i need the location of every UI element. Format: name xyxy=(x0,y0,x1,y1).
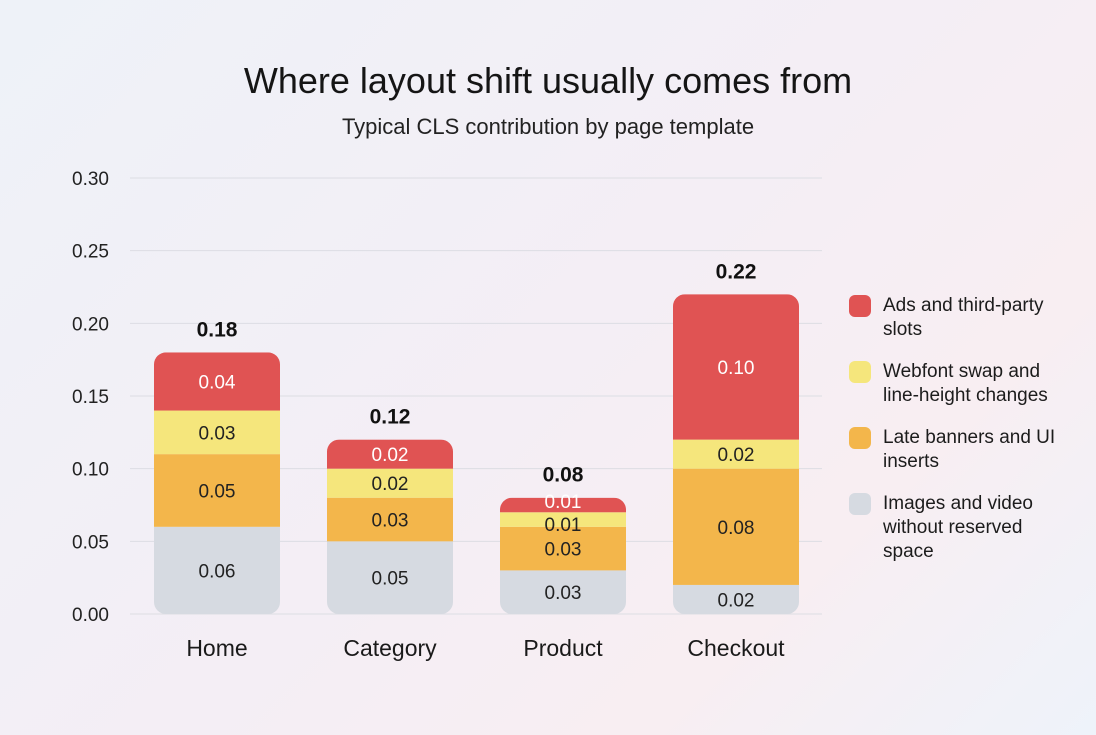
x-category-label: Product xyxy=(523,635,603,661)
segment-value-label: 0.02 xyxy=(372,445,409,466)
bar-category xyxy=(327,439,453,614)
bar-segment xyxy=(154,454,280,527)
bar-total-label: 0.22 xyxy=(716,260,757,283)
legend-label: Late banners and UI inserts xyxy=(883,427,1056,472)
bar-total-label: 0.18 xyxy=(197,318,238,341)
y-tick-label: 0.25 xyxy=(72,242,109,263)
legend-item: Late banners and UI inserts xyxy=(849,426,1079,474)
bar-product xyxy=(500,497,626,614)
legend-item: Ads and third-party slots xyxy=(849,294,1079,342)
y-tick-label: 0.00 xyxy=(72,605,109,626)
segment-value-label: 0.10 xyxy=(718,358,755,379)
bar-segment xyxy=(327,439,453,469)
bar-segment xyxy=(500,570,626,614)
legend-swatch xyxy=(849,427,871,449)
segment-value-label: 0.03 xyxy=(199,423,236,444)
legend: Ads and third-party slots Webfont swap an… xyxy=(849,294,1079,582)
bar-segment xyxy=(327,541,453,614)
segment-value-label: 0.04 xyxy=(199,372,236,393)
bar-segment xyxy=(673,294,799,440)
segment-value-label: 0.02 xyxy=(718,445,755,466)
y-tick-label: 0.10 xyxy=(72,460,109,481)
y-tick-label: 0.05 xyxy=(72,532,109,553)
bar-segment xyxy=(500,526,626,571)
segment-value-label: 0.01 xyxy=(545,515,582,536)
segment-value-label: 0.01 xyxy=(545,492,582,513)
chart-title: Where layout shift usually comes from xyxy=(243,60,853,101)
legend-item: Images and video without reserved space xyxy=(849,492,1079,564)
bar-segment xyxy=(154,352,280,411)
bar-home xyxy=(154,352,280,614)
bar-total-label: 0.12 xyxy=(370,406,411,429)
y-tick-label: 0.20 xyxy=(72,314,109,335)
x-category-label: Checkout xyxy=(687,635,785,661)
x-category-label: Category xyxy=(343,635,437,661)
segment-value-label: 0.03 xyxy=(545,540,582,561)
segment-value-label: 0.02 xyxy=(372,474,409,495)
bar-total-label: 0.08 xyxy=(543,464,584,487)
segment-value-label: 0.03 xyxy=(372,511,409,532)
legend-swatch xyxy=(849,361,871,383)
y-tick-label: 0.15 xyxy=(72,387,109,408)
segment-value-label: 0.05 xyxy=(199,481,236,502)
bar-segment xyxy=(327,497,453,542)
bar-segment xyxy=(673,584,799,614)
segment-value-label: 0.08 xyxy=(718,518,755,539)
bar-segment xyxy=(673,468,799,585)
bar-segment xyxy=(154,526,280,614)
x-category-label: Home xyxy=(186,635,247,661)
legend-label: Images and video without reserved space xyxy=(883,493,1033,562)
bar-checkout xyxy=(673,294,799,614)
segment-value-label: 0.06 xyxy=(199,561,236,582)
legend-label: Webfont swap and line-height changes xyxy=(883,361,1048,406)
y-tick-label: 0.30 xyxy=(72,169,109,190)
legend-item: Webfont swap and line-height changes xyxy=(849,360,1079,408)
legend-swatch xyxy=(849,493,871,515)
bar-segment xyxy=(673,439,799,469)
bar-segment xyxy=(327,468,453,498)
chart-subtitle: Typical CLS contribution by page templat… xyxy=(341,114,755,139)
legend-swatch xyxy=(849,295,871,317)
legend-label: Ads and third-party slots xyxy=(883,295,1044,340)
bar-segment xyxy=(154,410,280,455)
segment-value-label: 0.05 xyxy=(372,569,409,590)
bar-segment xyxy=(500,512,626,527)
segment-value-label: 0.02 xyxy=(718,590,755,611)
bar-segment xyxy=(500,497,626,513)
segment-value-label: 0.03 xyxy=(545,583,582,604)
